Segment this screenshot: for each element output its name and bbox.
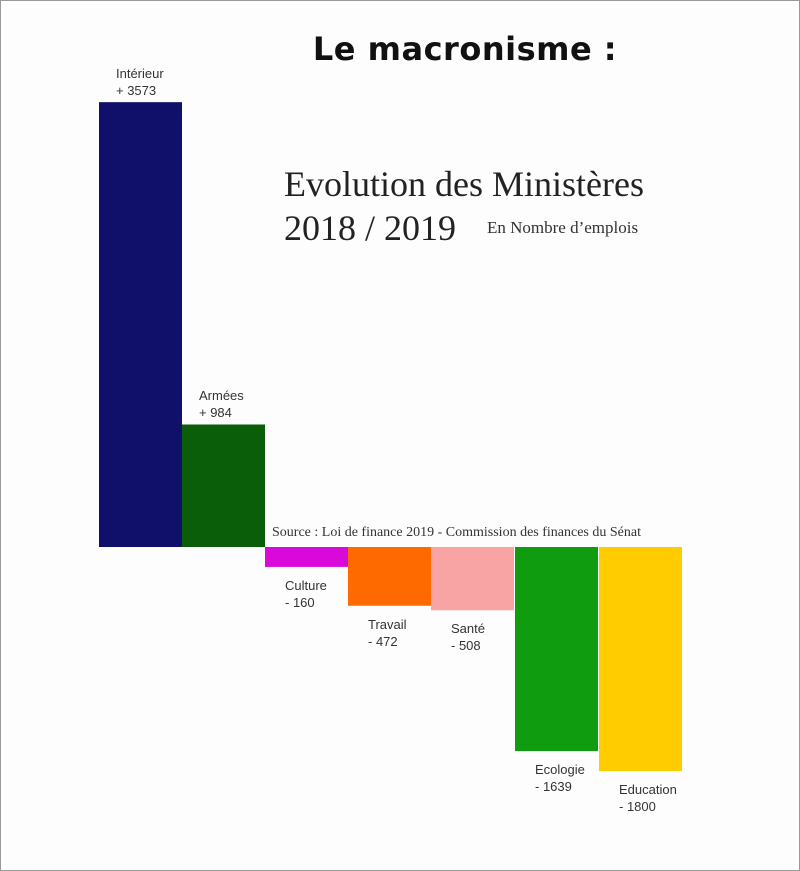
- bar-travail: [348, 547, 431, 606]
- bar-education: [599, 547, 682, 772]
- headline: Le macronisme :: [312, 30, 618, 68]
- bar-value-label: - 1639: [535, 779, 572, 795]
- bar-category-label: Santé: [451, 621, 485, 637]
- bar-value-label: + 3573: [116, 83, 157, 99]
- bar-category-label: Ecologie: [535, 762, 585, 778]
- bar-sante: [431, 547, 514, 611]
- bar-value-label: - 160: [285, 594, 315, 610]
- bar-interieur: [99, 102, 182, 547]
- chart-unit: En Nombre d’emplois: [487, 218, 639, 237]
- bar-category-label: Education: [619, 782, 677, 798]
- bar-label: Education - 1800: [619, 781, 677, 815]
- bar-value-label: + 984: [199, 405, 232, 421]
- bar-culture: [265, 547, 348, 567]
- bar-label: Culture - 160: [285, 577, 327, 611]
- bar-category-label: Armées: [199, 388, 244, 404]
- bar-label: Intérieur + 3573: [116, 65, 164, 99]
- bar-ecologie: [515, 547, 598, 752]
- bar-value-label: - 508: [451, 638, 481, 654]
- bar-category-label: Culture: [285, 577, 327, 593]
- bar-armees: [182, 424, 265, 547]
- bar-value-label: - 1800: [619, 799, 656, 815]
- chart-title: Evolution des Ministères: [284, 164, 644, 204]
- bar-label: Santé - 508: [451, 620, 485, 654]
- bar-value-label: - 472: [368, 633, 398, 649]
- bar-category-label: Travail: [368, 616, 407, 632]
- chart-subtitle: 2018 / 2019: [284, 208, 457, 248]
- bar-category-label: Intérieur: [116, 66, 164, 82]
- bar-label: Armées + 984: [199, 387, 244, 421]
- source-note: Source : Loi de finance 2019 - Commissio…: [272, 525, 641, 540]
- bar-label: Ecologie - 1639: [535, 761, 585, 795]
- bar-label: Travail - 472: [368, 616, 407, 650]
